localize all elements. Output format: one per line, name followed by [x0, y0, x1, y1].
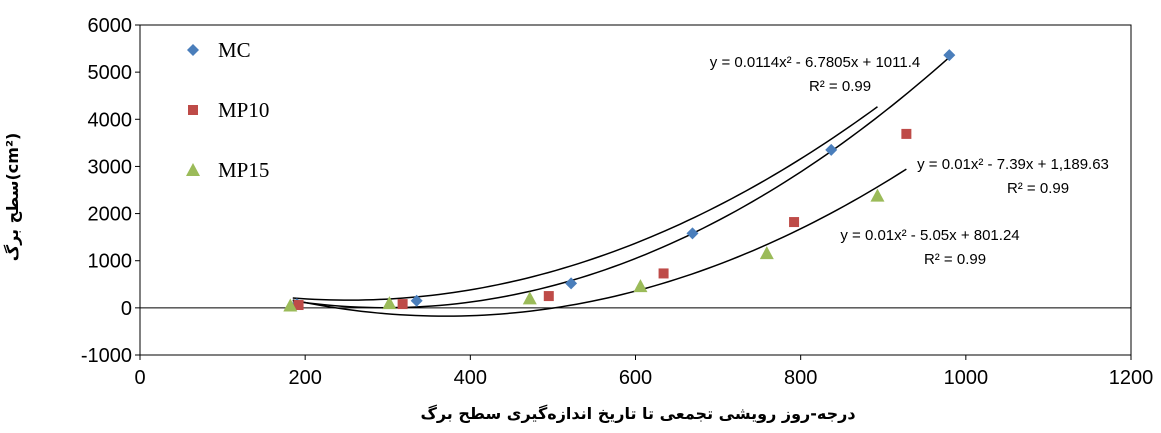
y-tick-label: 1000	[88, 251, 133, 273]
equation-mp10: y = 0.01x² - 7.39x + 1,189.63	[917, 156, 1109, 173]
x-tick-label: 400	[454, 367, 487, 389]
trendline-mp15	[292, 106, 878, 301]
data-point-mc	[686, 227, 699, 240]
data-point-mp15	[382, 296, 397, 310]
y-tick-label: -1000	[81, 345, 132, 367]
trendline-mp10	[292, 168, 907, 317]
x-tick-label: 600	[619, 367, 652, 389]
x-tick-label: 1200	[1109, 367, 1154, 389]
equation-mp15: y = 0.01x² - 5.05x + 801.24	[840, 227, 1019, 244]
legend-label-mp10: MP10	[218, 98, 269, 122]
data-point-mc	[410, 294, 423, 307]
r2-mp15: R² = 0.99	[924, 251, 986, 268]
data-point-mp10	[397, 299, 408, 310]
x-tick-label: 0	[134, 367, 145, 389]
data-point-mc	[943, 49, 956, 62]
data-point-mp15	[633, 279, 648, 293]
data-point-mp15	[870, 188, 885, 202]
data-point-mp15	[283, 298, 298, 312]
legend-marker-mp15	[186, 163, 200, 176]
legend-label-mp15: MP15	[218, 158, 269, 182]
y-tick-label: 0	[121, 298, 132, 320]
x-axis-label: درجه-روز رویشی تجمعی تا تاریخ اندازه‌گیر…	[420, 404, 855, 423]
x-tick-label: 800	[784, 367, 817, 389]
y-tick-label: 5000	[88, 62, 133, 84]
y-tick-label: 3000	[88, 156, 133, 178]
x-tick-label: 200	[288, 367, 321, 389]
y-tick-label: 2000	[88, 204, 133, 226]
legend-marker-mp10	[188, 105, 198, 115]
x-tick-label: 1000	[944, 367, 989, 389]
data-point-mp15	[759, 246, 774, 260]
data-point-mp10	[658, 268, 669, 279]
data-point-mp10	[293, 300, 304, 311]
data-point-mp10	[543, 291, 554, 302]
data-point-mp15	[522, 291, 537, 305]
legend-label-mc: MC	[218, 38, 251, 62]
y-tick-label: 6000	[88, 15, 133, 37]
y-axis-label-main: سطح برگ	[3, 181, 22, 262]
y-axis-label-unit: (cm²)	[3, 133, 22, 181]
data-point-mc	[825, 143, 838, 156]
data-point-mp10	[901, 128, 912, 139]
r2-mc: R² = 0.99	[809, 78, 871, 95]
data-point-mp10	[789, 217, 800, 228]
equation-mc: y = 0.0114x² - 6.7805x + 1011.4	[710, 54, 920, 71]
data-point-mc	[565, 277, 578, 290]
y-axis-label: سطح برگ(cm²)	[3, 133, 22, 262]
y-tick-label: 4000	[88, 109, 133, 131]
legend-marker-mc	[187, 44, 199, 56]
r2-mp10: R² = 0.99	[1007, 180, 1069, 197]
